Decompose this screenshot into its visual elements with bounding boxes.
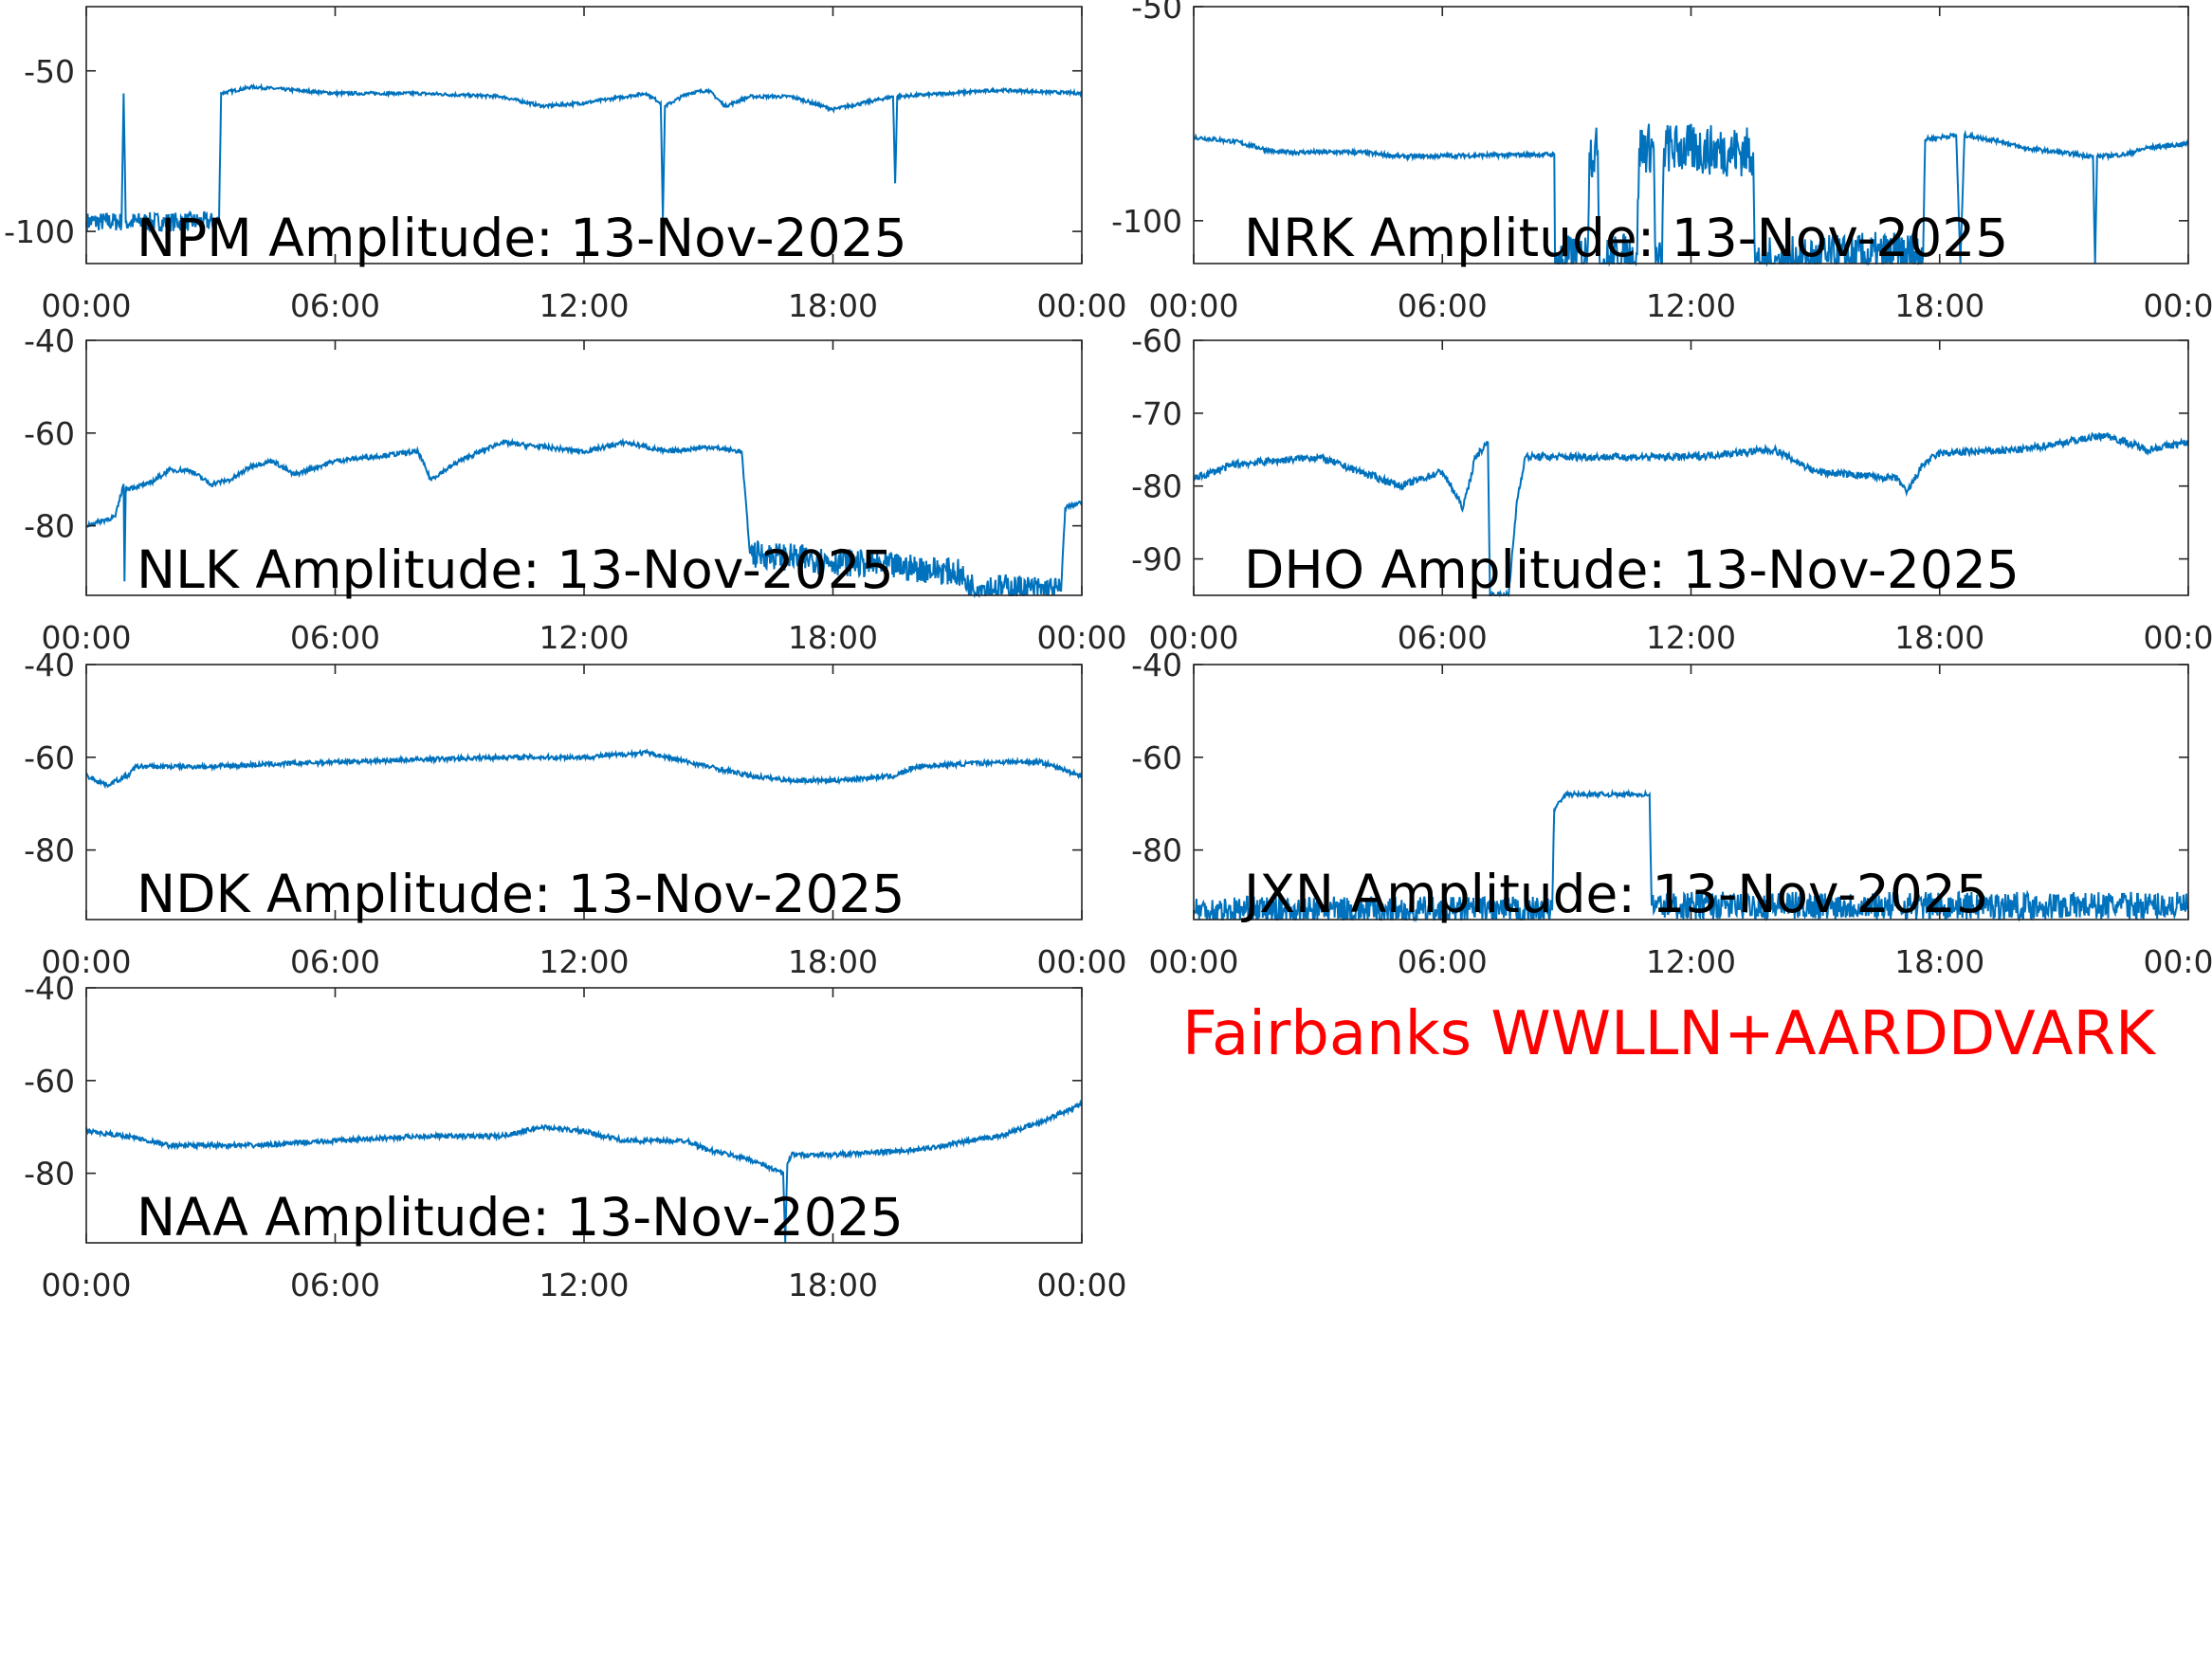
panel-title: NLK Amplitude: 13-Nov-2025 [137,539,894,600]
panel-title: JXN Amplitude: 13-Nov-2025 [1241,864,1989,924]
x-tick-label: 18:00 [1894,619,1984,656]
y-tick-label: -100 [4,213,75,250]
x-tick-label: 12:00 [1646,943,1736,980]
x-tick-label: 12:00 [1646,619,1736,656]
panel-title: NRK Amplitude: 13-Nov-2025 [1244,208,2008,268]
panel-jxn: 00:00 06:00 12:00 18:00 00:00 -40 -60 -80 JXN Am… [1131,647,2212,980]
x-tick-label: 00:00 [2143,619,2212,656]
series-line [1193,123,2189,267]
x-tick-label: 18:00 [788,1267,878,1304]
y-tick-label: -50 [1131,0,1182,26]
x-tick-label: 00:00 [1036,943,1126,980]
y-tick-label: -60 [1131,322,1182,359]
series-line [85,1099,1083,1244]
y-tick-label: -40 [24,970,75,1007]
x-tick-label: 18:00 [788,287,878,324]
y-tick-label: -40 [24,647,75,684]
x-tick-label: 00:00 [2143,287,2212,324]
series-line [85,748,1083,790]
y-tick-label: -40 [24,322,75,359]
x-tick-label: 06:00 [1398,943,1488,980]
y-tick-label: -60 [1131,739,1182,776]
y-tick-label: -80 [1131,468,1182,505]
panel-dho: 00:00 06:00 12:00 18:00 00:00 -60 -70 -80 -90 DHO… [1131,322,2212,656]
x-tick-label: 18:00 [788,619,878,656]
x-tick-label: 00:00 [1148,943,1238,980]
y-tick-label: -80 [24,832,75,869]
x-tick-label: 00:00 [41,943,131,980]
x-tick-label: 12:00 [539,1267,629,1304]
x-tick-label: 12:00 [539,619,629,656]
series-line [85,82,1083,234]
panel-title: NDK Amplitude: 13-Nov-2025 [137,864,905,924]
y-tick-label: -80 [1131,832,1182,869]
panel-title: NAA Amplitude: 13-Nov-2025 [137,1187,904,1248]
x-tick-label: 18:00 [788,943,878,980]
panel-title: NPM Amplitude: 13-Nov-2025 [137,208,907,268]
y-tick-label: -100 [1111,203,1182,240]
x-tick-label: 00:00 [1148,287,1238,324]
series-line [1193,788,2189,923]
x-tick-label: 12:00 [539,287,629,324]
series-line [1193,431,2189,598]
x-tick-label: 00:00 [2143,943,2212,980]
y-tick-label: -60 [24,739,75,776]
y-tick-label: -90 [1131,541,1182,578]
x-tick-label: 12:00 [539,943,629,980]
x-tick-label: 06:00 [290,619,380,656]
x-tick-label: 06:00 [290,943,380,980]
x-tick-label: 00:00 [1036,1267,1126,1304]
y-tick-label: -80 [24,1156,75,1193]
x-tick-label: 00:00 [1036,619,1126,656]
y-tick-label: -50 [24,53,75,90]
x-tick-label: 06:00 [290,1267,380,1304]
panel-title: DHO Amplitude: 13-Nov-2025 [1244,539,2020,600]
y-tick-label: -70 [1131,395,1182,432]
footer-label: Fairbanks WWLLN+AARDDVARK [1182,999,2157,1069]
x-tick-label: 12:00 [1646,287,1736,324]
y-tick-label: -60 [24,415,75,452]
panel-npm: 00:00 06:00 12:00 18:00 00:00 -50 -100 NPM Ampl… [4,6,1127,324]
x-tick-label: 06:00 [1398,619,1488,656]
x-tick-label: 00:00 [41,287,131,324]
panel-nrk: 00:00 06:00 12:00 18:00 00:00 -50 -100 NRK Ampl… [1111,0,2212,324]
panel-ndk: 00:00 06:00 12:00 18:00 00:00 -40 -60 -80 NDK Am… [24,647,1126,980]
x-tick-label: 00:00 [1148,619,1238,656]
x-tick-label: 00:00 [1036,287,1126,324]
y-tick-label: -40 [1131,647,1182,684]
x-tick-label: 18:00 [1894,287,1984,324]
panel-naa: 00:00 06:00 12:00 18:00 00:00 -40 -60 -80 NAA Am… [24,970,1126,1304]
y-tick-label: -80 [24,508,75,545]
x-tick-label: 06:00 [1398,287,1488,324]
x-tick-label: 00:00 [41,1267,131,1304]
panel-nlk: 00:00 06:00 12:00 18:00 00:00 -40 -60 -80 NLK Am… [24,322,1126,656]
x-tick-label: 00:00 [41,619,131,656]
x-tick-label: 06:00 [290,287,380,324]
series-line [85,437,1083,599]
y-tick-label: -60 [24,1063,75,1100]
x-tick-label: 18:00 [1894,943,1984,980]
